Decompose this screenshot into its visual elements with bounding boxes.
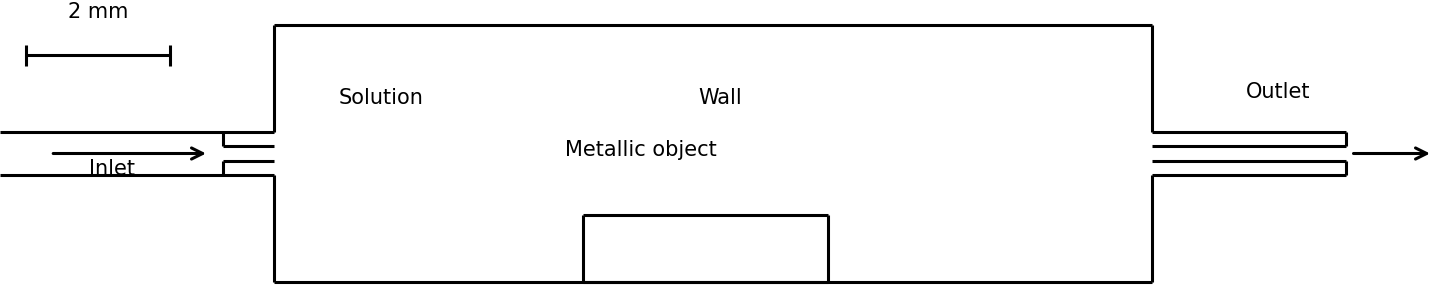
Text: Metallic object: Metallic object: [564, 140, 717, 161]
Text: Outlet: Outlet: [1246, 82, 1310, 102]
Text: Solution: Solution: [338, 88, 423, 108]
Text: 2 mm: 2 mm: [68, 2, 128, 22]
Text: Inlet: Inlet: [89, 159, 135, 179]
Text: Wall: Wall: [698, 88, 742, 108]
